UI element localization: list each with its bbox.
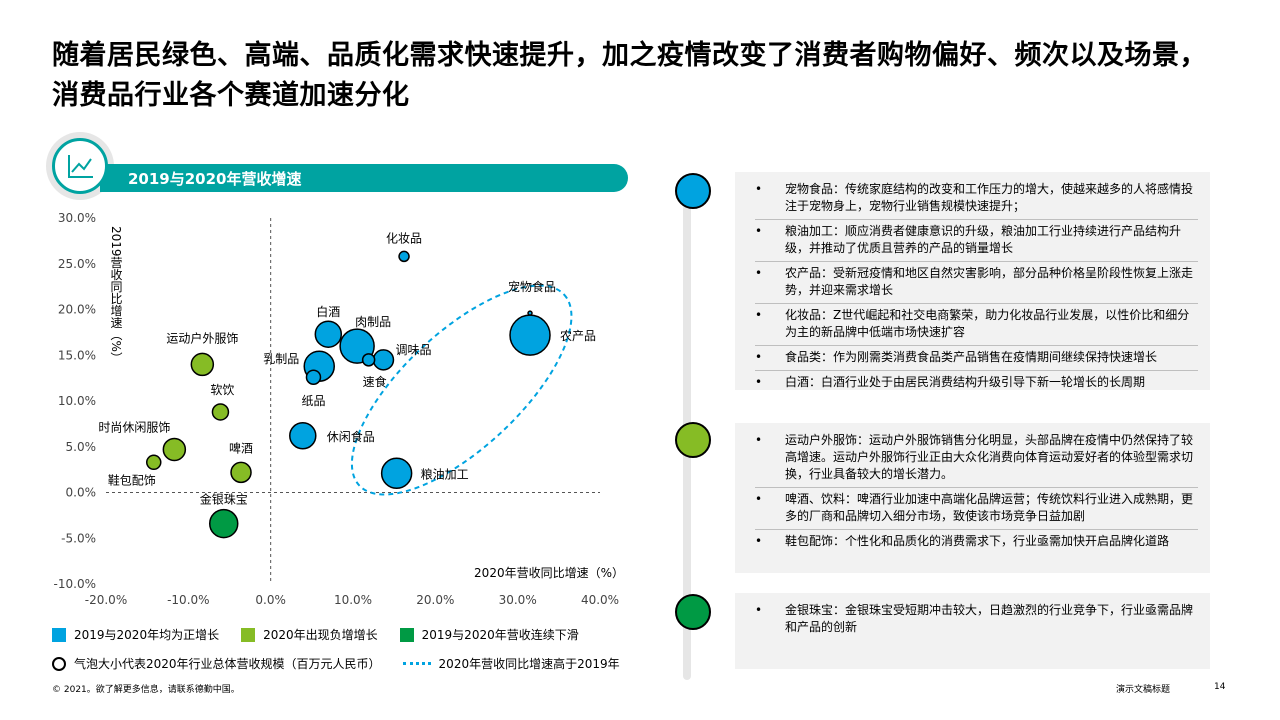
bubble-软饮 xyxy=(211,403,230,421)
bubble-时尚休闲服饰 xyxy=(162,437,187,462)
bubble-调味品 xyxy=(372,349,395,371)
bubble-label: 宠物食品 xyxy=(508,279,556,294)
legend-swatch-lightgreen xyxy=(241,627,256,642)
y-tick-label: -5.0% xyxy=(61,531,96,545)
blue-category-dot xyxy=(675,173,711,209)
bubble-label: 速食 xyxy=(363,374,387,389)
bubble-白酒 xyxy=(314,320,343,348)
legend-swatch-darkgreen xyxy=(399,627,414,642)
panel-darkgreen: 金银珠宝：金银珠宝受短期冲击较大，日趋激烈的行业竞争下，行业亟需品牌和产品的创新 xyxy=(735,593,1210,669)
bubble-运动户外服饰 xyxy=(190,352,215,377)
bubble-label: 时尚休闲服饰 xyxy=(98,420,170,434)
legend-label-blue: 2019与2020年均为正增长 xyxy=(74,628,220,642)
bubble-label: 白酒 xyxy=(316,304,340,319)
dotted-line-icon xyxy=(402,662,431,665)
bubble-label: 调味品 xyxy=(395,343,431,357)
lightgreen-category-dot xyxy=(675,422,711,458)
page-number: 14 xyxy=(1214,682,1226,692)
page-title: 随着居民绿色、高端、品质化需求快速提升，加之疫情改变了消费者购物偏好、频次以及场… xyxy=(52,40,1207,111)
y-tick-label: -10.0% xyxy=(54,577,96,591)
bubble-label: 纸品 xyxy=(301,394,325,408)
legend-item-darkgreen: 2019与2020年营收连续下滑 xyxy=(399,626,579,643)
panel-darkgreen-item: 金银珠宝：金银珠宝受短期冲击较大，日趋激烈的行业竞争下，行业亟需品牌和产品的创新 xyxy=(755,599,1198,640)
y-tick-label: 15.0% xyxy=(58,348,96,362)
x-tick-label: -20.0% xyxy=(85,593,127,607)
bubble-农产品 xyxy=(509,314,551,356)
chart-banner xyxy=(100,164,628,192)
bubble-label: 鞋包配饰 xyxy=(108,472,156,487)
bubble-label: 乳制品 xyxy=(263,352,299,366)
bubble-纸品 xyxy=(305,369,322,385)
bubble-label: 肉制品 xyxy=(355,315,391,329)
y-tick-label: 25.0% xyxy=(58,257,96,271)
footer-doc-title: 演示文稿标题 xyxy=(1116,685,1171,695)
y-tick-label: 5.0% xyxy=(66,440,97,454)
legend-swatch-blue xyxy=(52,627,66,642)
x-axis-label: 2020年营收同比增速（%） xyxy=(474,566,624,580)
panel-blue-item: 宠物食品：传统家庭结构的改变和工作压力的增大，使越来越多的人将感情投注于宠物身上… xyxy=(755,178,1198,220)
darkgreen-category-dot xyxy=(675,594,711,630)
bubble-label: 粮油加工 xyxy=(421,466,469,481)
bubble-chart: -20.0% -10.0% 0.0% 10.0% 20.0% 30.0% 40.0% 30.0… xyxy=(54,211,624,607)
bubble-休闲食品 xyxy=(289,422,317,450)
legend-item-lightgreen: 2020年出现负增增长 xyxy=(241,626,378,643)
bubble-粮油加工 xyxy=(380,457,413,490)
bubble-label: 化妆品 xyxy=(386,231,422,245)
bubble-啤酒 xyxy=(230,461,252,484)
panel-blue-item: 白酒：白酒行业处于由居民消费结构升级引导下新一轮增长的长周期 xyxy=(755,371,1198,395)
panel-blue-item: 农产品：受新冠疫情和地区自然灾害影响，部分品种价格呈阶段性恢复上涨走势，并迎来需… xyxy=(755,262,1198,304)
bubble-label: 金银珠宝 xyxy=(200,492,248,507)
x-tick-label: -10.0% xyxy=(167,593,209,607)
legend-label-darkgreen: 2019与2020年营收连续下滑 xyxy=(421,628,579,642)
panel-lightgreen-item: 鞋包配饰：个性化和品质化的消费需求下，行业亟需加快开启品牌化道路 xyxy=(755,530,1198,554)
bubble-鞋包配饰 xyxy=(146,454,162,471)
legend-row-1: 2019与2020年均为正增长 2020年出现负增增长 2019与2020年营收… xyxy=(52,626,601,643)
bubble-label: 休闲食品 xyxy=(327,429,375,444)
line-chart-icon xyxy=(52,138,108,194)
legend-item-blue: 2019与2020年均为正增长 xyxy=(52,626,219,643)
y-tick-label: 20.0% xyxy=(58,303,96,317)
bubble-速食 xyxy=(361,353,376,367)
x-tick-label: 20.0% xyxy=(416,593,454,607)
y-tick-label: 10.0% xyxy=(58,394,96,408)
x-tick-label: 0.0% xyxy=(255,593,286,607)
chart-banner-title: 2019与2020年营收增速 xyxy=(128,170,302,188)
panel-blue: 宠物食品：传统家庭结构的改变和工作压力的增大，使越来越多的人将感情投注于宠物身上… xyxy=(735,172,1210,391)
panel-blue-item: 食品类：作为刚需类消费食品类产品销售在疫情期间继续保持快速增长 xyxy=(755,346,1198,371)
x-tick-label: 30.0% xyxy=(499,593,537,607)
footer-copyright: © 2021。欲了解更多信息，请联系德勤中国。 xyxy=(52,685,240,695)
bubble-label: 啤酒 xyxy=(229,440,253,455)
x-tick-label: 10.0% xyxy=(334,593,372,607)
bubble-label: 软饮 xyxy=(210,383,234,397)
bubble-label: 运动户外服饰 xyxy=(166,330,238,345)
legend-label-lightgreen: 2020年出现负增增长 xyxy=(263,628,378,642)
legend-item-dotted: 2020年营收同比增速高于2019年 xyxy=(402,655,620,672)
x-tick-label: 40.0% xyxy=(581,593,619,607)
panel-lightgreen-item: 啤酒、饮料：啤酒行业加速中高端化品牌运营；传统饮料行业进入成熟期，更多的厂商和品… xyxy=(755,488,1198,530)
panel-lightgreen: 运动户外服饰：运动户外服饰销售分化明显，头部品牌在疫情中仍然保持了较高增速。运动… xyxy=(735,423,1210,573)
y-tick-label: 0.0% xyxy=(66,486,97,500)
panel-blue-item: 粮油加工：顺应消费者健康意识的升级，粮油加工行业持续进行产品结构升级，并推动了优… xyxy=(755,220,1198,262)
legend-label-dotted: 2020年营收同比增速高于2019年 xyxy=(438,657,620,671)
panel-lightgreen-item: 运动户外服饰：运动户外服饰销售分化明显，头部品牌在疫情中仍然保持了较高增速。运动… xyxy=(755,429,1198,488)
bubble-size-circle-icon xyxy=(52,656,66,671)
bubble-化妆品 xyxy=(398,250,410,263)
bubble-label: 农产品 xyxy=(560,329,596,343)
legend-row-2: 气泡大小代表2020年行业总体营收规模（百万元人民币） 2020年营收同比增速高… xyxy=(52,655,642,672)
bubble-金银珠宝 xyxy=(208,508,239,539)
y-axis-label: 2019营收同比增速（%） xyxy=(109,226,123,364)
y-tick-label: 30.0% xyxy=(58,211,96,225)
growth-ellipse xyxy=(350,284,573,496)
legend-label-bubble-size: 气泡大小代表2020年行业总体营收规模（百万元人民币） xyxy=(74,657,381,671)
panel-blue-item: 化妆品：Z世代崛起和社交电商繁荣，助力化妆品行业发展，以性价比和细分为主的新品牌… xyxy=(755,304,1198,346)
legend-item-bubble-size: 气泡大小代表2020年行业总体营收规模（百万元人民币） xyxy=(52,655,381,672)
